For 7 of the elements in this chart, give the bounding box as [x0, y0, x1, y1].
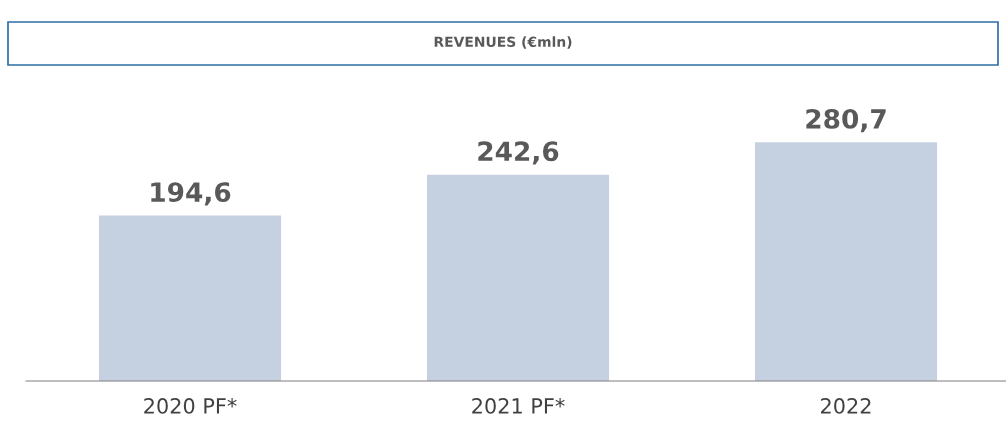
data-label: 242,6	[478, 141, 559, 165]
chart-title: REVENUES (€mln)	[434, 36, 572, 49]
data-label: 194,6	[151, 182, 231, 206]
x-tick-label: 2022	[821, 398, 871, 414]
data-label: 280,7	[806, 108, 886, 133]
x-tick-label: 2021 PF*	[472, 398, 565, 414]
x-tick-label: 2020 PF*	[144, 398, 237, 414]
